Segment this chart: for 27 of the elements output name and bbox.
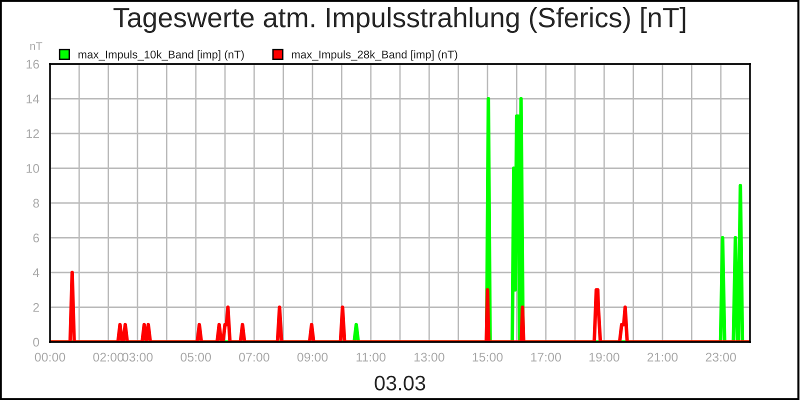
y-tick-label: 8 bbox=[33, 198, 40, 208]
x-tick-label: 07:00 bbox=[239, 352, 270, 362]
x-axis-title: 03.03 bbox=[374, 376, 426, 390]
x-tick-label: 03:00 bbox=[122, 352, 153, 362]
x-tick-label: 02:00 bbox=[93, 352, 124, 362]
x-tick-label: 09:00 bbox=[297, 352, 328, 362]
chart-title: Tageswerte atm. Impulsstrahlung (Sferics) [nT] bbox=[114, 7, 686, 33]
y-tick-label: 10 bbox=[26, 164, 40, 173]
x-tick-label: 00:00 bbox=[34, 352, 66, 362]
x-tick-label: 15:00 bbox=[472, 352, 503, 362]
x-tick-label: 13:00 bbox=[414, 352, 444, 362]
y-tick-label: 4 bbox=[32, 268, 40, 278]
y-tick-label: 12 bbox=[26, 129, 39, 138]
y-tick-label: 16 bbox=[26, 60, 40, 69]
legend-label: max_Impuls_28k_Band [imp] (nT) bbox=[292, 50, 458, 61]
y-tick-label: 6 bbox=[33, 234, 40, 242]
x-tick-label: 19:00 bbox=[589, 352, 620, 362]
legend-label: max_Impuls_10k_Band [imp] (nT) bbox=[78, 50, 244, 61]
x-tick-label: 05:00 bbox=[180, 352, 211, 362]
y-tick-label: 0 bbox=[33, 338, 40, 347]
x-tick-label: 17:00 bbox=[531, 352, 561, 362]
x-tick-label: 11:00 bbox=[356, 352, 386, 362]
x-tick-label: 21:00 bbox=[647, 352, 678, 362]
x-tick-label: 23:00 bbox=[706, 352, 736, 362]
y-axis-title: nT bbox=[30, 42, 42, 50]
y-tick-label: 14 bbox=[26, 94, 40, 104]
y-tick-label: 2 bbox=[33, 303, 39, 312]
